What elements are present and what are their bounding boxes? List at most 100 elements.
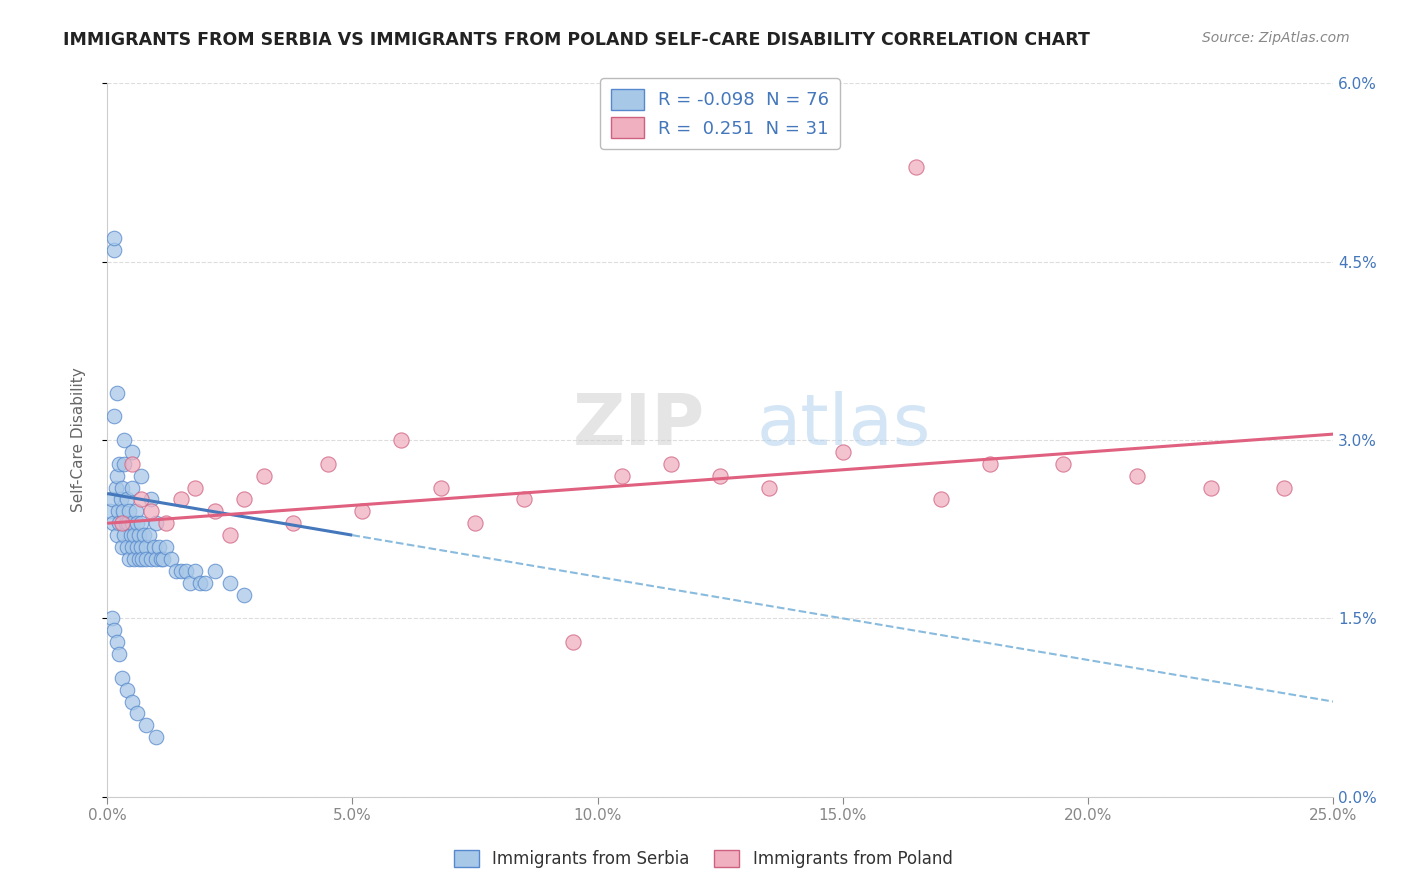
Point bbox=[135, 718, 157, 732]
Text: IMMIGRANTS FROM SERBIA VS IMMIGRANTS FROM POLAND SELF-CARE DISABILITY CORRELATIO: IMMIGRANTS FROM SERBIA VS IMMIGRANTS FRO… bbox=[63, 31, 1090, 49]
Point bbox=[142, 540, 165, 554]
Point bbox=[125, 540, 148, 554]
Point bbox=[145, 516, 167, 531]
Point bbox=[283, 516, 305, 531]
Point bbox=[128, 528, 150, 542]
Point bbox=[115, 540, 138, 554]
Point bbox=[131, 492, 153, 507]
Point bbox=[352, 504, 374, 518]
Point bbox=[125, 706, 148, 721]
Point bbox=[111, 671, 134, 685]
Point bbox=[101, 516, 124, 531]
Point bbox=[155, 540, 177, 554]
Point bbox=[118, 504, 141, 518]
Point bbox=[141, 492, 163, 507]
Point bbox=[131, 468, 153, 483]
Point bbox=[194, 575, 217, 590]
Point bbox=[160, 552, 183, 566]
Point bbox=[831, 445, 853, 459]
Point bbox=[105, 635, 128, 649]
Point bbox=[316, 457, 339, 471]
Y-axis label: Self-Care Disability: Self-Care Disability bbox=[72, 368, 86, 512]
Point bbox=[155, 516, 177, 531]
Point bbox=[128, 552, 150, 566]
Point bbox=[122, 552, 145, 566]
Text: ZIP: ZIP bbox=[574, 392, 706, 460]
Point bbox=[169, 492, 191, 507]
Point bbox=[464, 516, 486, 531]
Point bbox=[107, 504, 129, 518]
Point bbox=[125, 516, 148, 531]
Point bbox=[131, 552, 153, 566]
Point bbox=[218, 528, 240, 542]
Point bbox=[150, 552, 173, 566]
Point bbox=[131, 540, 153, 554]
Point bbox=[124, 504, 146, 518]
Point bbox=[1052, 457, 1074, 471]
Point bbox=[121, 445, 143, 459]
Point bbox=[101, 611, 124, 625]
Point bbox=[131, 516, 153, 531]
Point bbox=[1126, 468, 1149, 483]
Point bbox=[174, 564, 197, 578]
Text: Source: ZipAtlas.com: Source: ZipAtlas.com bbox=[1202, 31, 1350, 45]
Point bbox=[98, 504, 121, 518]
Point bbox=[132, 528, 155, 542]
Point bbox=[101, 492, 124, 507]
Point bbox=[929, 492, 952, 507]
Point bbox=[105, 468, 128, 483]
Point bbox=[108, 516, 131, 531]
Point bbox=[253, 468, 276, 483]
Point bbox=[758, 481, 780, 495]
Point bbox=[108, 647, 131, 661]
Point bbox=[429, 481, 451, 495]
Point bbox=[111, 540, 134, 554]
Point bbox=[103, 624, 125, 638]
Point bbox=[121, 481, 143, 495]
Point bbox=[120, 528, 142, 542]
Point bbox=[111, 516, 134, 531]
Point bbox=[138, 528, 160, 542]
Text: atlas: atlas bbox=[756, 392, 931, 460]
Point bbox=[121, 457, 143, 471]
Point bbox=[389, 433, 412, 447]
Point bbox=[117, 516, 139, 531]
Point bbox=[169, 564, 191, 578]
Point bbox=[121, 516, 143, 531]
Point bbox=[562, 635, 585, 649]
Point bbox=[110, 492, 132, 507]
Point bbox=[659, 457, 682, 471]
Point bbox=[709, 468, 731, 483]
Point bbox=[610, 468, 633, 483]
Point bbox=[103, 243, 125, 257]
Point bbox=[108, 457, 131, 471]
Point bbox=[121, 695, 143, 709]
Point bbox=[145, 552, 167, 566]
Point bbox=[513, 492, 536, 507]
Point bbox=[188, 575, 211, 590]
Point bbox=[115, 682, 138, 697]
Point bbox=[184, 564, 207, 578]
Point bbox=[1199, 481, 1222, 495]
Point bbox=[1272, 481, 1295, 495]
Point bbox=[118, 552, 141, 566]
Point bbox=[905, 160, 928, 174]
Point bbox=[112, 457, 135, 471]
Point bbox=[145, 731, 167, 745]
Point bbox=[179, 575, 201, 590]
Point bbox=[979, 457, 1001, 471]
Legend: Immigrants from Serbia, Immigrants from Poland: Immigrants from Serbia, Immigrants from … bbox=[447, 843, 959, 875]
Point bbox=[111, 481, 134, 495]
Point bbox=[148, 540, 170, 554]
Point bbox=[111, 504, 134, 518]
Point bbox=[121, 540, 143, 554]
Point bbox=[115, 492, 138, 507]
Point bbox=[112, 528, 135, 542]
Point bbox=[165, 564, 187, 578]
Point bbox=[184, 481, 207, 495]
Point bbox=[218, 575, 240, 590]
Point bbox=[233, 588, 256, 602]
Point bbox=[103, 231, 125, 245]
Point bbox=[141, 504, 163, 518]
Point bbox=[104, 481, 127, 495]
